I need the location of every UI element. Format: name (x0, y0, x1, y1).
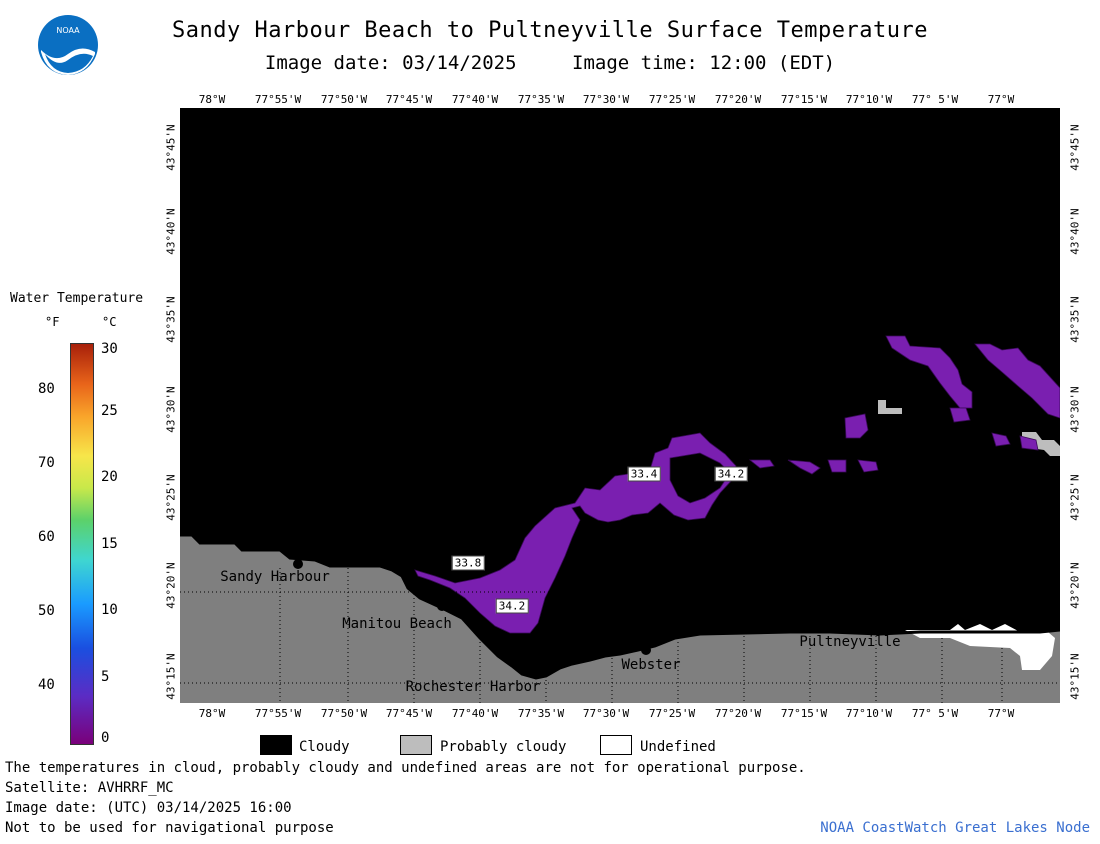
longitude-label-bottom: 77°25'W (648, 707, 696, 720)
legend-f-tick: 70 (38, 455, 55, 471)
longitude-label-top: 78°W (198, 93, 226, 106)
latitude-label-right: 43°20'N (1068, 562, 1082, 609)
longitude-label-bottom: 77°30'W (582, 707, 630, 720)
longitude-label-top: 77°50'W (320, 93, 368, 106)
longitude-label-bottom: 77°15'W (780, 707, 828, 720)
longitude-label-top: 77°55'W (254, 93, 302, 106)
legend-f-tick: 80 (38, 381, 55, 397)
land-area (180, 535, 1060, 703)
latitude-label-left: 43°20'N (164, 562, 178, 609)
disclaimer-text: The temperatures in cloud, probably clou… (5, 760, 806, 776)
satellite-text: Satellite: AVHRRF_MC (5, 780, 174, 796)
temperature-label: 34.2 (714, 466, 748, 482)
latitude-label-right: 43°35'N (1068, 296, 1082, 343)
latitude-label-right: 43°15'N (1068, 653, 1082, 700)
longitude-label-bottom: 77°35'W (517, 707, 565, 720)
undefined-label: Undefined (640, 739, 716, 755)
logo-text: NOAA (56, 26, 80, 35)
longitude-label-bottom: 77°W (987, 707, 1015, 720)
cloudy-swatch (260, 735, 292, 755)
latitude-label-right: 43°40'N (1068, 208, 1082, 255)
longitude-label-top: 77°20'W (714, 93, 762, 106)
temperature-label: 33.4 (627, 466, 661, 482)
longitude-label-top: 77°35'W (517, 93, 565, 106)
temperature-label: 33.8 (451, 555, 485, 571)
longitude-label-top: 77°45'W (385, 93, 433, 106)
latitude-label-left: 43°15'N (164, 653, 178, 700)
navigation-warning: Not to be used for navigational purpose (5, 820, 334, 836)
undefined-area (905, 624, 1055, 670)
latitude-label-left: 43°40'N (164, 208, 178, 255)
probably-cloudy-label: Probably cloudy (440, 739, 567, 755)
latitude-label-left: 43°30'N (164, 386, 178, 433)
place-pultneyville: Pultneyville (799, 634, 901, 650)
longitude-label-bottom: 77°20'W (714, 707, 762, 720)
place-markers (293, 559, 855, 675)
longitude-label-top: 77°25'W (648, 93, 696, 106)
map-subtitle: Image date: 03/14/2025 Image time: 12:00… (0, 52, 1100, 74)
map-title: Sandy Harbour Beach to Pultneyville Surf… (172, 18, 928, 43)
probably-cloudy-swatch (400, 735, 432, 755)
place-rochester-harbor: Rochester Harbor (405, 679, 541, 695)
place-manitou-beach: Manitou Beach (342, 616, 452, 632)
longitude-label-bottom: 78°W (198, 707, 226, 720)
legend-c-tick: 0 (101, 730, 110, 746)
legend-f-tick: 50 (38, 603, 55, 619)
legend-c-tick: 30 (101, 341, 118, 357)
utc-date-text: Image date: (UTC) 03/14/2025 16:00 (5, 800, 292, 816)
legend-c-tick: 5 (101, 669, 110, 685)
longitude-label-bottom: 77°50'W (320, 707, 368, 720)
longitude-label-top: 77°30'W (582, 93, 630, 106)
longitude-label-top: 77°W (987, 93, 1015, 106)
image-date: Image date: 03/14/2025 (264, 52, 517, 74)
place-webster: Webster (621, 657, 681, 673)
temperature-colorbar (70, 343, 94, 745)
longitude-label-bottom: 77°10'W (845, 707, 893, 720)
latitude-label-left: 43°25'N (164, 474, 178, 521)
legend-unit-f: °F (45, 315, 60, 329)
longitude-label-bottom: 77°55'W (254, 707, 302, 720)
legend-c-tick: 25 (101, 403, 118, 419)
longitude-label-top: 77°40'W (451, 93, 499, 106)
temperature-label: 34.2 (495, 598, 529, 614)
longitude-label-top: 77°10'W (845, 93, 893, 106)
place-sandy-harbour: Sandy Harbour (220, 569, 330, 585)
legend-f-tick: 40 (38, 677, 55, 693)
latitude-label-left: 43°45'N (164, 124, 178, 171)
longitude-label-top: 77°15'W (780, 93, 828, 106)
longitude-label-bottom: 77°45'W (385, 707, 433, 720)
image-time: Image time: 12:00 (EDT) (572, 52, 836, 74)
longitude-label-top: 77° 5'W (911, 93, 959, 106)
legend-c-tick: 15 (101, 536, 118, 552)
legend-unit-c: °C (102, 315, 117, 329)
legend-c-tick: 10 (101, 602, 118, 618)
cloudy-label: Cloudy (299, 739, 350, 755)
undefined-swatch (600, 735, 632, 755)
longitude-label-bottom: 77° 5'W (911, 707, 959, 720)
water-temperature-patches (414, 335, 1060, 634)
legend-f-tick: 60 (38, 529, 55, 545)
latitude-label-right: 43°45'N (1068, 124, 1082, 171)
latitude-label-left: 43°35'N (164, 296, 178, 343)
noaa-logo: NOAA (38, 15, 98, 75)
graticule (180, 568, 1060, 703)
credit-link[interactable]: NOAA CoastWatch Great Lakes Node (820, 820, 1090, 836)
temperature-map (180, 108, 1060, 703)
longitude-label-bottom: 77°40'W (451, 707, 499, 720)
legend-c-tick: 20 (101, 469, 118, 485)
legend-title: Water Temperature (10, 291, 144, 306)
latitude-label-right: 43°25'N (1068, 474, 1082, 521)
latitude-label-right: 43°30'N (1068, 386, 1082, 433)
